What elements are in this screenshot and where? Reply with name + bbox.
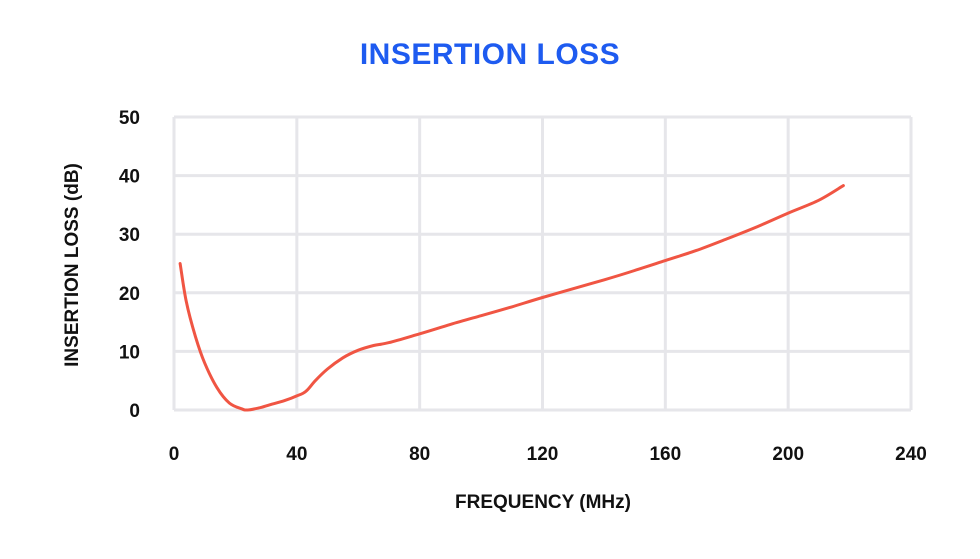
y-tick-label: 10 — [119, 342, 140, 363]
series-line — [178, 184, 845, 412]
y-tick-label: 40 — [119, 167, 140, 188]
x-tick-label: 240 — [895, 444, 927, 465]
x-tick-label: 160 — [649, 444, 681, 465]
x-tick-label: 120 — [527, 444, 559, 465]
y-tick-label: 20 — [119, 284, 140, 305]
x-tick-labels: 0 40 80 120 160 200 240 — [169, 444, 927, 465]
y-tick-label: 50 — [119, 108, 140, 129]
x-tick-label: 200 — [772, 444, 804, 465]
x-axis-label: FREQUENCY (MHz) — [455, 492, 631, 513]
y-tick-label: 30 — [119, 225, 140, 246]
x-tick-label: 0 — [169, 444, 180, 465]
y-axis-label: INSERTION LOSS (dB) — [62, 163, 83, 367]
x-tick-label: 40 — [286, 444, 307, 465]
y-tick-label: 0 — [129, 401, 140, 422]
x-tick-label: 80 — [409, 444, 430, 465]
chart-title: INSERTION LOSS — [359, 38, 621, 71]
y-tick-labels: 0 10 20 30 40 50 — [119, 108, 140, 422]
grid-lines — [172, 115, 913, 412]
